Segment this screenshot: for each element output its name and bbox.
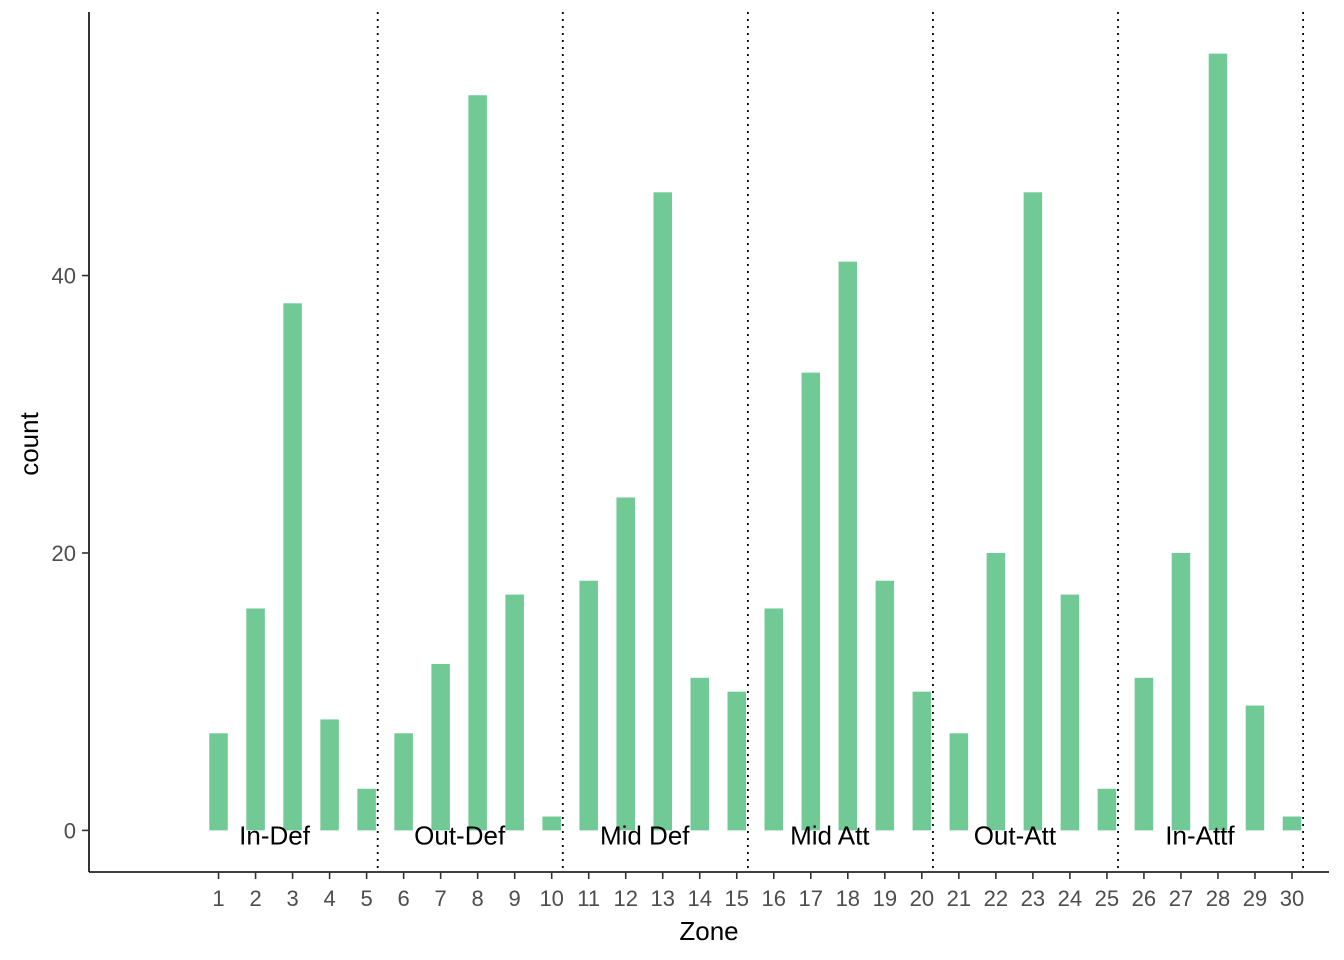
x-tick-label: 18 — [836, 886, 860, 911]
bar-zone-1 — [209, 733, 228, 831]
y-tick-label: 40 — [52, 264, 76, 289]
x-tick-label: 13 — [650, 886, 674, 911]
bar-zone-15 — [727, 691, 747, 831]
x-tick-label: 24 — [1058, 886, 1082, 911]
bar-zone-6 — [394, 733, 413, 831]
bar-zone-14 — [690, 677, 709, 831]
bar-zone-18 — [838, 261, 858, 831]
x-tick-label: 8 — [472, 886, 484, 911]
bar-zone-12 — [616, 497, 635, 831]
bar-zone-28 — [1208, 53, 1228, 831]
bar-zone-8 — [468, 95, 487, 831]
bar-zone-23 — [1023, 192, 1043, 831]
x-axis-title: Zone — [679, 916, 738, 946]
x-tick-label: 9 — [509, 886, 521, 911]
bar-zone-21 — [949, 733, 969, 831]
bar-zone-9 — [505, 594, 524, 831]
x-tick-label: 7 — [435, 886, 447, 911]
zone-annotation: Out-Att — [974, 820, 1057, 850]
zone-annotation: Mid Att — [790, 820, 870, 850]
y-tick-label: 20 — [52, 541, 76, 566]
bar-zone-17 — [801, 372, 821, 831]
bar-zone-19 — [875, 580, 895, 831]
bar-zone-27 — [1171, 552, 1191, 831]
y-tick-label: 0 — [64, 818, 76, 843]
x-tick-label: 26 — [1132, 886, 1156, 911]
zone-labels: In-Def Out-Def Mid Def Mid Att Out-Att In-Att… — [239, 820, 1235, 850]
bar-zone-24 — [1060, 594, 1080, 831]
zone-annotation: In-Def — [239, 820, 311, 850]
zone-annotation: Mid Def — [600, 820, 690, 850]
x-tick-label: 16 — [762, 886, 786, 911]
x-tick-label: 4 — [323, 886, 335, 911]
x-tick-label: 29 — [1243, 886, 1267, 911]
bar-zone-30 — [1282, 816, 1302, 831]
bar-zone-16 — [764, 608, 784, 831]
x-tick-label: 20 — [910, 886, 934, 911]
x-tick-label: 6 — [398, 886, 410, 911]
x-tick-label: 3 — [286, 886, 298, 911]
x-tick-label: 10 — [539, 886, 563, 911]
x-tick-label: 11 — [577, 886, 600, 911]
bar-zone-22 — [986, 552, 1006, 831]
y-axis-ticks: 0 20 40 — [52, 264, 89, 843]
bar-zone-13 — [653, 192, 672, 831]
x-tick-label: 25 — [1095, 886, 1119, 911]
x-tick-label: 23 — [1021, 886, 1045, 911]
x-axis-ticks: 1 2 3 4 5 6 7 8 9 10 11 12 13 14 15 16 17 18 19 20 21 22 23 24 2… — [212, 872, 1304, 911]
bar-zone-4 — [320, 719, 339, 831]
zone-annotation: In-Attf — [1165, 820, 1235, 850]
bar-zone-5 — [357, 788, 376, 831]
x-tick-label: 12 — [613, 886, 637, 911]
y-axis-title: count — [14, 411, 44, 475]
bar-zone-3 — [283, 303, 302, 831]
bar-zone-25 — [1097, 788, 1117, 831]
x-tick-label: 15 — [725, 886, 749, 911]
bar-zone-29 — [1245, 705, 1265, 831]
zone-annotation: Out-Def — [414, 820, 506, 850]
x-tick-label: 22 — [984, 886, 1008, 911]
x-tick-label: 1 — [212, 886, 224, 911]
x-tick-label: 30 — [1280, 886, 1304, 911]
bars-layer — [209, 53, 1302, 831]
x-tick-label: 14 — [688, 886, 712, 911]
x-tick-label: 27 — [1169, 886, 1193, 911]
x-tick-label: 2 — [249, 886, 261, 911]
x-tick-label: 5 — [360, 886, 372, 911]
bar-zone-26 — [1134, 677, 1154, 831]
x-tick-label: 17 — [799, 886, 823, 911]
bar-zone-2 — [246, 608, 265, 831]
x-tick-label: 19 — [873, 886, 897, 911]
bar-zone-11 — [579, 580, 598, 831]
x-tick-label: 28 — [1206, 886, 1230, 911]
bar-zone-20 — [912, 691, 932, 831]
bar-zone-7 — [431, 663, 450, 831]
bar-zone-10 — [542, 816, 561, 831]
x-tick-label: 21 — [947, 886, 971, 911]
